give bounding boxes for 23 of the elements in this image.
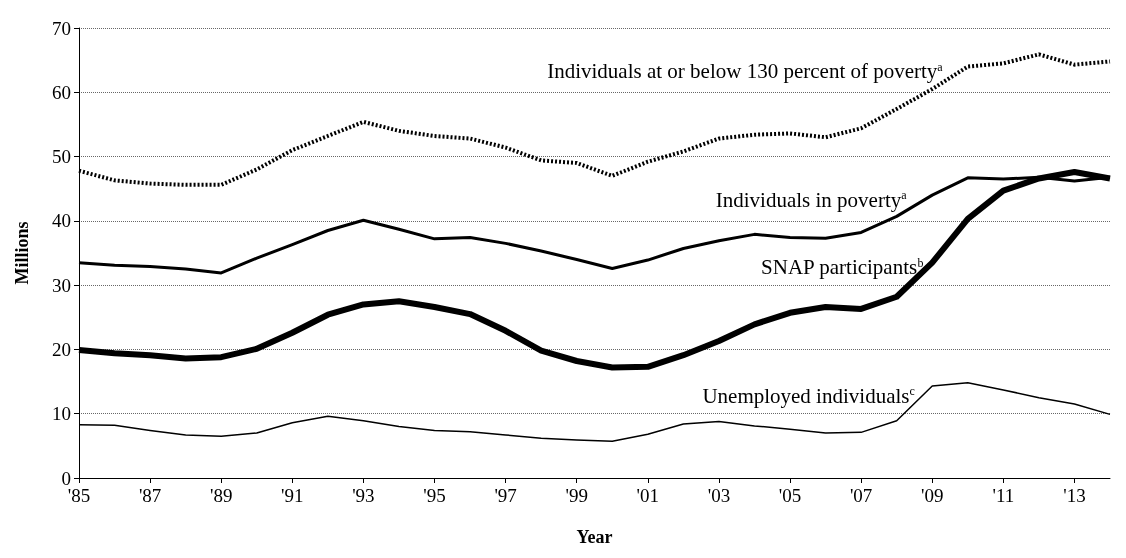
x-tick-label: '03 [707, 485, 731, 506]
x-tick-label: '09 [921, 485, 944, 506]
y-tick-label: 40 [52, 210, 71, 232]
x-tick-label: '91 [281, 485, 304, 506]
y-tick-label: 50 [52, 146, 71, 168]
x-tick-label: '95 [423, 485, 446, 506]
x-tick-label: '89 [209, 485, 233, 506]
x-tick-label: '93 [352, 485, 375, 506]
x-tick-label: '07 [849, 485, 873, 506]
y-axis-title: Millions [12, 221, 32, 285]
y-tick-label: 70 [52, 17, 71, 39]
y-tick-label: 60 [52, 81, 71, 103]
x-tick-label: '11 [992, 485, 1015, 506]
x-tick-label: '01 [636, 485, 660, 506]
y-tick-label: 30 [52, 274, 71, 296]
y-tick-label: 20 [52, 338, 71, 360]
x-tick-label: '99 [565, 485, 588, 506]
x-axis-title: Year [576, 527, 613, 547]
x-tick-label: '05 [778, 485, 802, 506]
x-tick-label: '13 [1063, 485, 1086, 506]
x-tick-label: '97 [494, 485, 517, 506]
x-tick-label: '87 [138, 485, 162, 506]
y-tick-label: 10 [52, 403, 71, 425]
